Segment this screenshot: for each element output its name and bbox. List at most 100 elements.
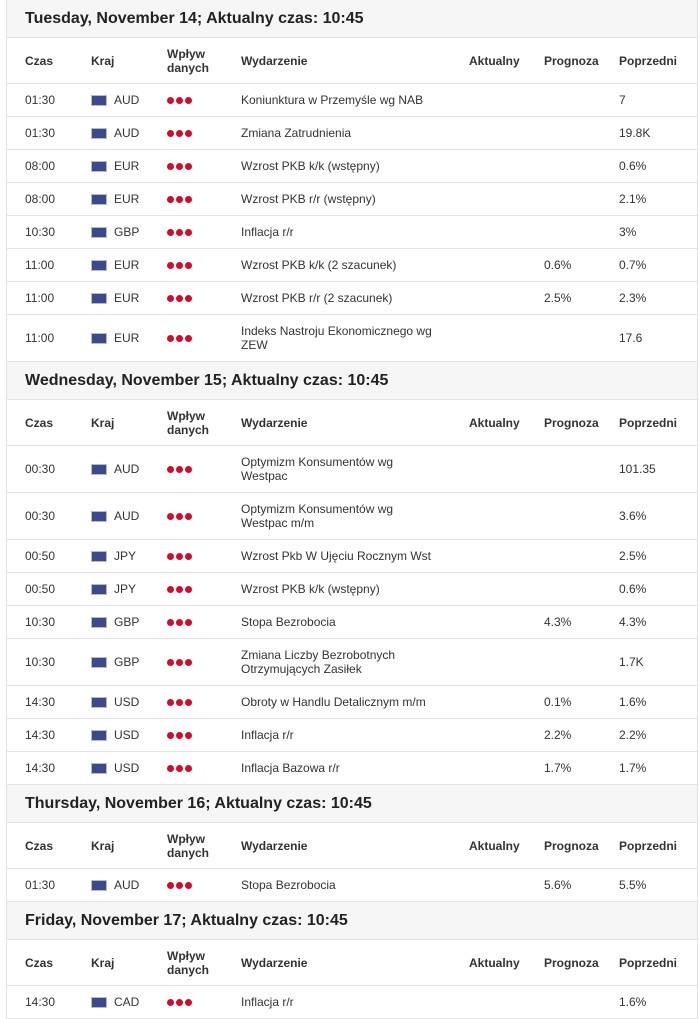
flag bbox=[91, 128, 107, 140]
flag bbox=[91, 293, 107, 305]
impact bbox=[167, 126, 194, 140]
event-name: Obroty w Handlu Detalicznym m/m bbox=[241, 695, 426, 709]
impact-dot bbox=[176, 619, 183, 626]
impact-dot bbox=[176, 295, 183, 302]
previous: 2.1% bbox=[619, 192, 647, 206]
event-row: 10:30 GBP Zmiana Liczby Bezrobotnych Otrzy… bbox=[7, 639, 697, 686]
flag bbox=[91, 551, 107, 563]
event-name: Zmiana Liczby Bezrobotnych Otrzymujących… bbox=[241, 648, 396, 676]
impact-dot bbox=[167, 882, 174, 889]
impact-dot bbox=[176, 699, 183, 706]
column-header: Poprzedni bbox=[619, 955, 678, 970]
event-name: Stopa Bezrobocia bbox=[241, 878, 336, 892]
column-header: Aktualny bbox=[469, 955, 520, 970]
previous: 1.6% bbox=[619, 995, 647, 1009]
previous: 1.6% bbox=[619, 695, 647, 709]
column-header: Poprzedni bbox=[619, 415, 678, 430]
impact-dot bbox=[185, 295, 192, 302]
event-row: 08:00 EUR Wzrost PKB k/k (wstępny) 0.6% bbox=[7, 150, 697, 183]
currency: EUR bbox=[114, 159, 140, 173]
impact bbox=[167, 655, 194, 669]
impact-dot bbox=[176, 97, 183, 104]
previous: 0.6% bbox=[619, 582, 647, 596]
event-row: 14:30 USD Obroty w Handlu Detalicznym m/m 0… bbox=[7, 686, 697, 719]
impact-dot bbox=[185, 97, 192, 104]
currency: GBP bbox=[114, 225, 140, 239]
column-header: Wpływ danych bbox=[167, 46, 210, 75]
currency: AUD bbox=[114, 509, 140, 523]
event-row: 08:00 EUR Wzrost PKB r/r (wstępny) 2.1% bbox=[7, 183, 697, 216]
impact-dot bbox=[167, 586, 174, 593]
flag bbox=[91, 997, 107, 1009]
country: GBP bbox=[91, 225, 139, 239]
impact bbox=[167, 582, 194, 596]
impact bbox=[167, 549, 194, 563]
flag bbox=[91, 260, 107, 272]
impact bbox=[167, 225, 194, 239]
day-title: Thursday, November 16; Aktualny czas: 10… bbox=[7, 785, 697, 823]
time: 08:00 bbox=[25, 192, 56, 206]
column-header: Prognoza bbox=[544, 53, 599, 68]
event-name: Wzrost PKB r/r (wstępny) bbox=[241, 192, 376, 206]
impact-dot bbox=[176, 229, 183, 236]
previous: 101.35 bbox=[619, 462, 656, 476]
column-header: Czas bbox=[25, 838, 54, 853]
flag bbox=[91, 511, 107, 523]
impact-dot bbox=[167, 659, 174, 666]
impact-dot bbox=[185, 732, 192, 739]
currency: JPY bbox=[114, 549, 137, 563]
flag bbox=[91, 464, 107, 476]
event-name: Indeks Nastroju Ekonomicznego wg ZEW bbox=[241, 324, 432, 352]
impact-dot bbox=[185, 999, 192, 1006]
column-header: Prognoza bbox=[544, 955, 599, 970]
event-name: Inflacja r/r bbox=[241, 225, 294, 239]
impact-dot bbox=[185, 659, 192, 666]
event-name: Wzrost PKB k/k (2 szacunek) bbox=[241, 258, 397, 272]
impact-dot bbox=[167, 619, 174, 626]
event-name: Optymizm Konsumentów wg Westpac bbox=[241, 455, 394, 483]
event-name: Inflacja r/r bbox=[241, 728, 294, 742]
country: EUR bbox=[91, 291, 139, 305]
calendar: Tuesday, November 14; Aktualny czas: 10:… bbox=[6, 0, 698, 1019]
header-row: Czas Kraj Wpływ danych Wydarzenie Aktualny Pr… bbox=[7, 38, 697, 84]
event-row: 00:30 AUD Optymizm Konsumentów wg Westpac 1… bbox=[7, 446, 697, 493]
previous: 2.2% bbox=[619, 728, 647, 742]
impact bbox=[167, 615, 194, 629]
impact-dot bbox=[176, 586, 183, 593]
column-header: Kraj bbox=[91, 838, 115, 853]
country: USD bbox=[91, 728, 139, 742]
column-header: Poprzedni bbox=[619, 838, 678, 853]
impact bbox=[167, 695, 194, 709]
previous: 0.6% bbox=[619, 159, 647, 173]
time: 11:00 bbox=[25, 291, 55, 305]
event-name: Inflacja r/r bbox=[241, 995, 294, 1009]
impact-dot bbox=[176, 882, 183, 889]
event-row: 11:00 EUR Wzrost PKB k/k (2 szacunek) 0.6% 0… bbox=[7, 249, 697, 282]
column-header: Czas bbox=[25, 53, 54, 68]
column-header: Prognoza bbox=[544, 838, 599, 853]
flag bbox=[91, 697, 107, 709]
currency: EUR bbox=[114, 258, 140, 272]
previous: 1.7% bbox=[619, 761, 647, 775]
country: EUR bbox=[91, 331, 139, 345]
event-name: Zmiana Zatrudnienia bbox=[241, 126, 352, 140]
impact-dot bbox=[185, 553, 192, 560]
impact-dot bbox=[176, 466, 183, 473]
impact-dot bbox=[167, 130, 174, 137]
impact bbox=[167, 159, 194, 173]
column-header: Wydarzenie bbox=[241, 53, 308, 68]
flag bbox=[91, 194, 107, 206]
country: AUD bbox=[91, 93, 139, 107]
day-title: Tuesday, November 14; Aktualny czas: 10:… bbox=[7, 0, 697, 38]
column-header: Czas bbox=[25, 415, 54, 430]
impact bbox=[167, 728, 194, 742]
event-row: 14:30 CAD Inflacja r/r 1.6% bbox=[7, 986, 697, 1019]
column-header: Wpływ danych bbox=[167, 408, 210, 437]
impact-dot bbox=[167, 196, 174, 203]
previous: 2.5% bbox=[619, 549, 647, 563]
time: 11:00 bbox=[25, 258, 55, 272]
impact bbox=[167, 93, 194, 107]
day-title: Wednesday, November 15; Aktualny czas: 1… bbox=[7, 362, 697, 400]
time: 08:00 bbox=[25, 159, 56, 173]
impact-dot bbox=[176, 335, 183, 342]
